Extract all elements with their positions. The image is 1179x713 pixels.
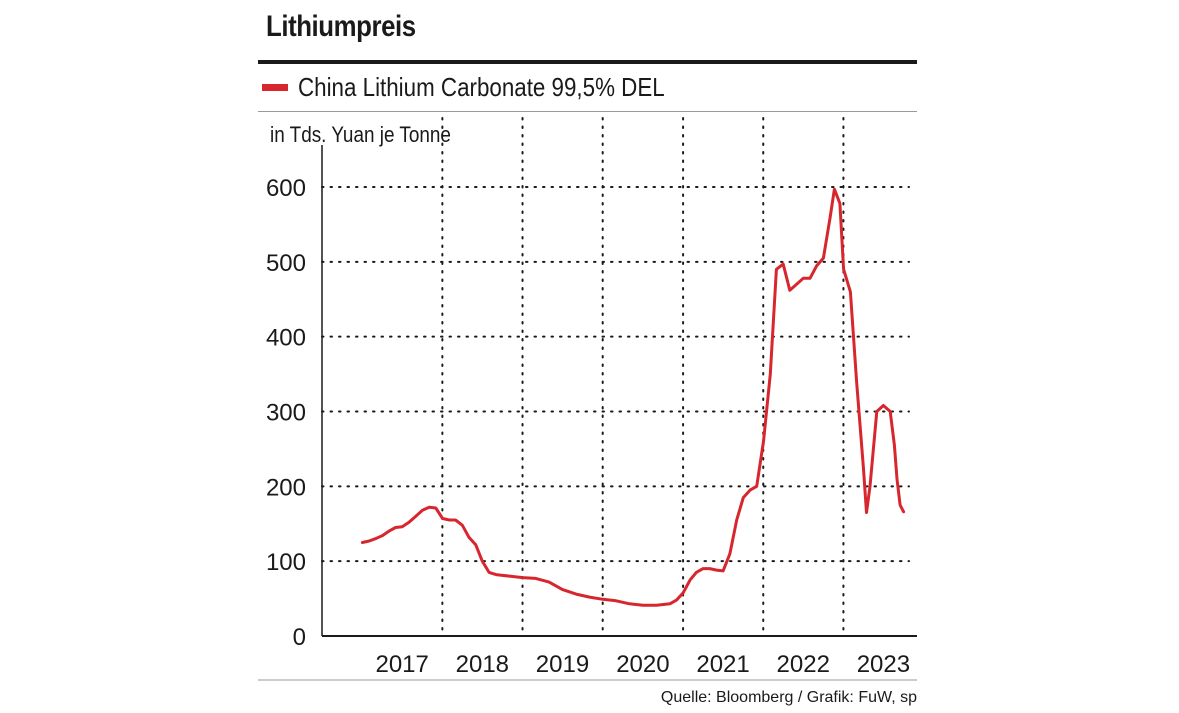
x-tick-label: 2020 <box>616 651 669 678</box>
series-line <box>360 187 906 607</box>
y-tick-label: 0 <box>293 624 306 651</box>
source-note: Quelle: Bloomberg / Grafik: FuW, sp <box>660 689 917 706</box>
y-tick-label: 200 <box>266 474 306 501</box>
x-tick-label: 2023 <box>857 651 910 678</box>
x-tick-label: 2019 <box>536 651 589 678</box>
legend-swatch <box>262 84 288 91</box>
y-tick-label: 600 <box>266 175 306 202</box>
legend-rule <box>258 111 917 112</box>
title-rule <box>258 60 917 64</box>
y-tick-label: 100 <box>266 549 306 576</box>
x-tick-label: 2022 <box>777 651 830 678</box>
x-tick-label: 2021 <box>696 651 749 678</box>
chart-title: Lithiumpreis <box>266 10 416 43</box>
x-tick-label: 2018 <box>456 651 509 678</box>
x-tick-label: 2017 <box>375 651 428 678</box>
y-tick-label: 300 <box>266 400 306 427</box>
y-axis-unit-label: in Tds. Yuan je Tonne <box>270 122 451 147</box>
y-tick-label: 400 <box>266 325 306 352</box>
legend: China Lithium Carbonate 99,5% DEL <box>262 72 724 103</box>
y-tick-label: 500 <box>266 250 306 277</box>
legend-label: China Lithium Carbonate 99,5% DEL <box>298 72 665 102</box>
